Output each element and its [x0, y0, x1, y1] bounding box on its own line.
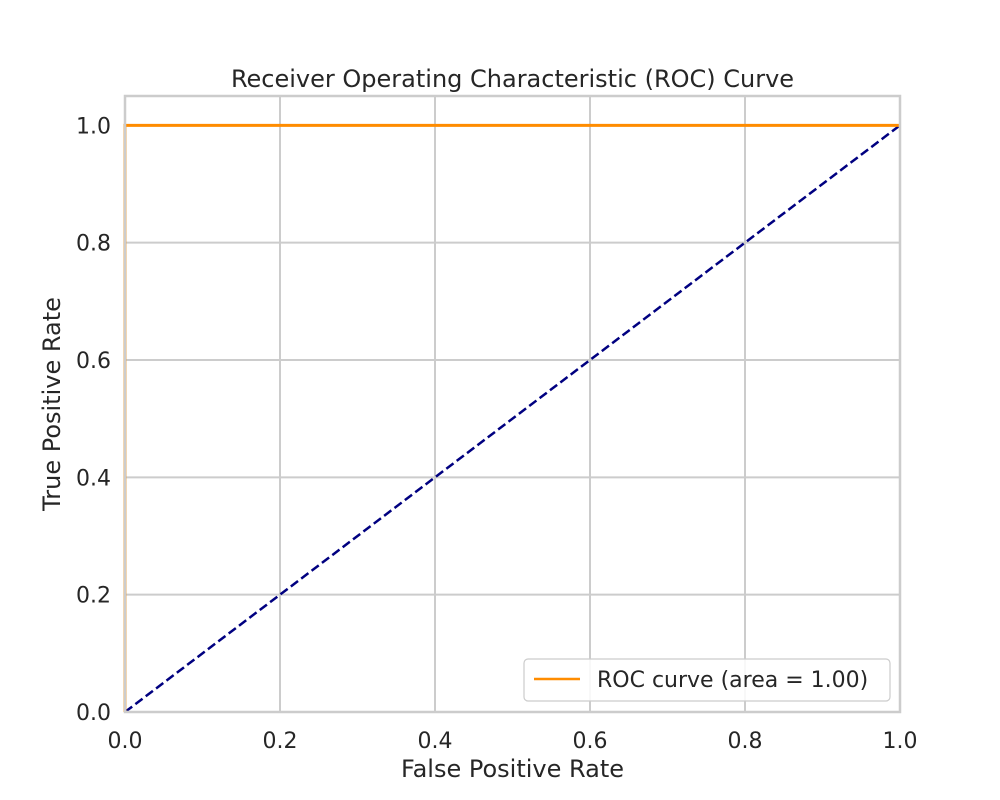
legend-entry-roc-curve: ROC curve (area = 1.00) — [597, 668, 868, 693]
legend: ROC curve (area = 1.00) — [523, 658, 891, 702]
y-axis-label: True Positive Rate — [38, 297, 66, 512]
x-tick-label: 0.8 — [728, 729, 763, 754]
y-tick-label: 0.0 — [76, 701, 111, 726]
y-tick-label: 1.0 — [76, 114, 111, 139]
y-tick-label: 0.4 — [76, 466, 111, 491]
grid — [124, 96, 901, 713]
x-tick-label: 0.6 — [573, 729, 608, 754]
x-tick-label: 0.0 — [108, 729, 143, 754]
chance-diagonal-line — [124, 124, 901, 713]
x-tick-label: 0.4 — [418, 729, 453, 754]
x-tick-label: 1.0 — [883, 729, 918, 754]
series-layer — [123, 123, 901, 713]
x-axis-label: False Positive Rate — [401, 755, 624, 783]
y-tick-label: 0.2 — [76, 584, 111, 609]
y-tick-label: 0.6 — [76, 349, 111, 374]
tick-labels: 0.0 0.2 0.4 0.6 0.8 1.0 0.0 0.2 0.4 0.6 0.8 1.0 — [76, 114, 918, 754]
plot-frame — [123, 94, 902, 714]
legend-box — [523, 658, 891, 702]
chart-title: Receiver Operating Characteristic (ROC) … — [231, 65, 794, 93]
x-tick-label: 0.2 — [263, 729, 298, 754]
y-tick-label: 0.8 — [76, 232, 111, 257]
